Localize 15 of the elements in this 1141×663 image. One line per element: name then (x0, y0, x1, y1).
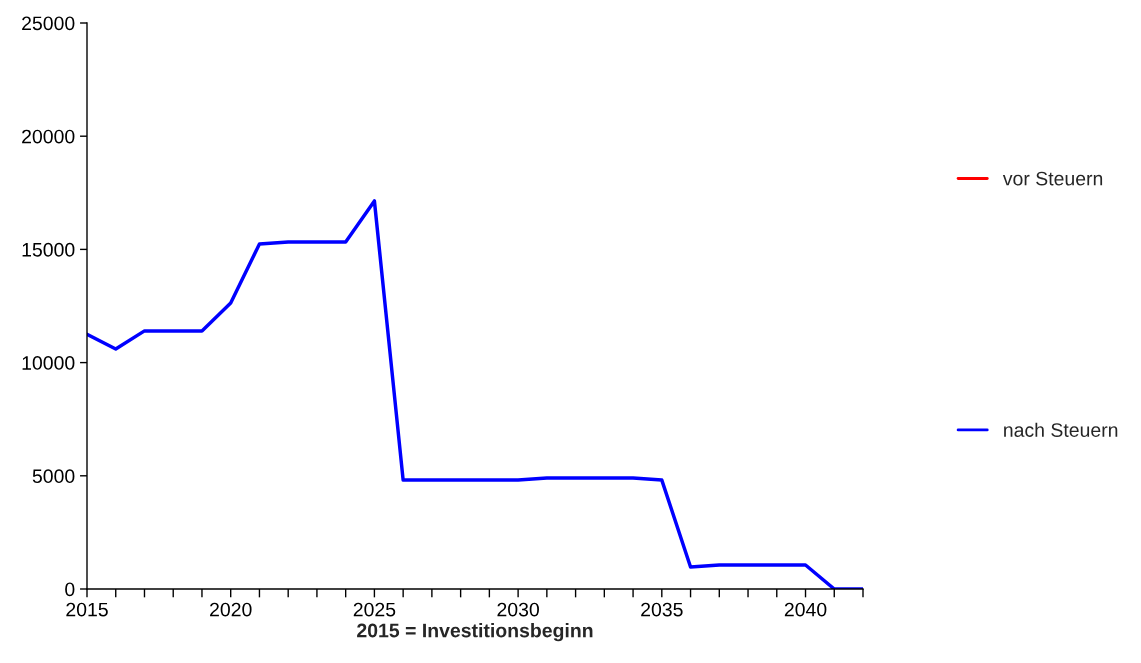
x-tick-label: 2040 (784, 602, 827, 617)
legend-label: nach Steuern (1004, 422, 1118, 437)
legend-label: vor Steuern (1002, 171, 1103, 186)
x-tick-label: 2020 (210, 602, 252, 617)
y-tick-label: 5000 (32, 469, 75, 484)
y-tick-label: 20000 (22, 129, 75, 144)
x-tick-label: 2025 (353, 602, 396, 617)
x-axis-title: 2015 = Investitionsbeginn (357, 623, 593, 642)
x-tick-label: 2035 (641, 602, 683, 617)
y-tick-label: 15000 (22, 242, 75, 257)
y-tick-label: 25000 (22, 16, 75, 31)
x-tick-label: 2030 (497, 602, 539, 617)
y-tick-label: 0 (65, 582, 75, 597)
y-tick-label: 10000 (22, 356, 75, 370)
x-tick-label: 2015 (66, 602, 108, 617)
